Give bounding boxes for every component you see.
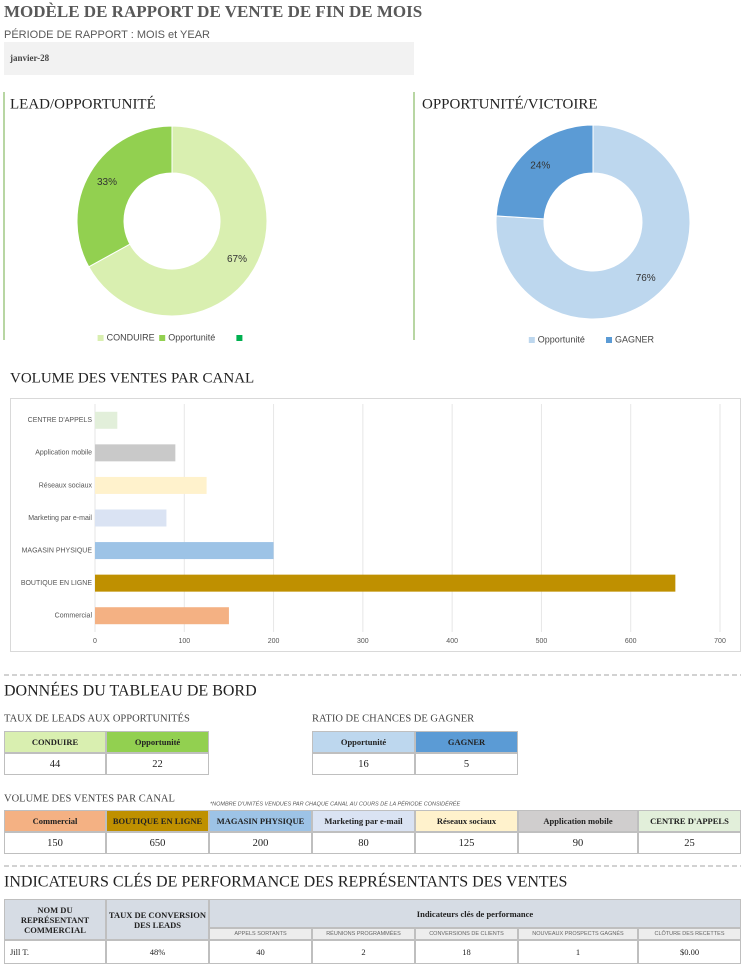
column-header: TAUX DE CONVERSION DES LEADS	[106, 899, 209, 940]
table-cell: 48%	[106, 940, 209, 964]
table-cell: 18	[415, 940, 518, 964]
column-header: Application mobile	[518, 810, 638, 832]
y-tick-label: Réseaux sociaux	[39, 482, 93, 489]
donut-segment	[88, 125, 268, 317]
sub-header: CLÔTURE DES RECETTES	[638, 928, 741, 940]
bar	[95, 444, 176, 462]
y-tick-label: Commercial	[55, 613, 93, 620]
bar	[95, 476, 207, 494]
donut-segment	[76, 125, 173, 268]
section-title: DONNÉES DU TABLEAU DE BORD	[4, 681, 257, 700]
x-tick-label: 600	[625, 638, 637, 645]
column-header: BOUTIQUE EN LIGNE	[106, 810, 209, 832]
legend-label: CONDUIRE	[107, 332, 155, 342]
x-tick-label: 400	[446, 638, 458, 645]
table-cell: Jill T.	[4, 940, 106, 964]
section-title: INDICATEURS CLÉS DE PERFORMANCE DES REPR…	[4, 872, 567, 891]
table-cell: $0.00	[638, 940, 741, 964]
column-header: CONDUIRE	[4, 731, 106, 753]
table-title: TAUX DE LEADS AUX OPPORTUNITÉS	[4, 712, 190, 724]
table-cell: 25	[638, 832, 741, 854]
chart-title: LEAD/OPPORTUNITÉ	[10, 95, 156, 112]
plot-frame	[10, 398, 741, 652]
column-header: CENTRE D'APPELS	[638, 810, 741, 832]
x-tick-label: 300	[357, 638, 369, 645]
table-note: *NOMBRE D'UNITÉS VENDUES PAR CHAQUE CANA…	[210, 800, 460, 807]
table-cell: 22	[106, 753, 209, 775]
bar	[95, 607, 229, 625]
table-cell: 2	[312, 940, 415, 964]
x-tick-label: 0	[93, 638, 97, 645]
table-cell: 150	[4, 832, 106, 854]
table-title: VOLUME DES VENTES PAR CANAL	[4, 793, 175, 804]
table-cell: 16	[312, 753, 415, 775]
column-header: GAGNER	[415, 731, 518, 753]
legend-label: Opportunité	[538, 334, 585, 344]
x-tick-label: 500	[536, 638, 548, 645]
column-header: NOM DU REPRÉSENTANT COMMERCIAL	[4, 899, 106, 940]
y-tick-label: Marketing par e-mail	[28, 515, 92, 522]
y-tick-label: CENTRE D'APPELS	[28, 417, 93, 424]
legend-swatch	[97, 335, 104, 341]
y-tick-label: Application mobile	[35, 450, 92, 457]
column-header: Opportunité	[312, 731, 415, 753]
data-label: 33%	[97, 177, 117, 188]
table-cell: 90	[518, 832, 638, 854]
period-box	[4, 42, 414, 75]
data-label: 24%	[530, 161, 550, 172]
sub-header: CONVERSIONS DE CLIENTS	[415, 928, 518, 940]
x-tick-label: 700	[714, 638, 726, 645]
table-cell: 44	[4, 753, 106, 775]
column-header: Marketing par e-mail	[312, 810, 415, 832]
donut-segment	[495, 124, 594, 220]
x-tick-label: 200	[268, 638, 280, 645]
y-tick-label: MAGASIN PHYSIQUE	[22, 547, 93, 554]
table-cell: 80	[312, 832, 415, 854]
page-title: MODÈLE DE RAPPORT DE VENTE DE FIN DE MOI…	[4, 2, 422, 21]
period: janvier-28	[9, 53, 50, 63]
group-header: Indicateurs clés de performance	[209, 899, 741, 928]
donut-segment	[495, 124, 691, 320]
legend-label: Opportunité	[168, 332, 215, 342]
sub-header: RÉUNIONS PROGRAMMÉES	[312, 928, 415, 940]
legend-label: GAGNER	[615, 334, 655, 344]
column-header: Réseaux sociaux	[415, 810, 518, 832]
column-header: Opportunité	[106, 731, 209, 753]
data-label: 76%	[636, 273, 656, 284]
table-cell: 200	[209, 832, 312, 854]
sub-header: NOUVEAUX PROSPECTS GAGNÉS	[518, 928, 638, 940]
bar	[95, 574, 676, 592]
subtitle: PÉRIODE DE RAPPORT : MOIS et YEAR	[4, 28, 210, 41]
table-cell: 125	[415, 832, 518, 854]
legend-swatch	[606, 337, 612, 343]
legend-swatch	[528, 337, 535, 343]
data-label: 67%	[227, 254, 247, 265]
bar	[95, 411, 118, 429]
bar	[95, 509, 167, 527]
table-cell: 650	[106, 832, 209, 854]
y-tick-label: BOUTIQUE EN LIGNE	[21, 580, 93, 587]
table-cell: 40	[209, 940, 312, 964]
x-tick-label: 100	[178, 638, 190, 645]
table-title: RATIO DE CHANCES DE GAGNER	[312, 713, 474, 724]
table-cell: 5	[415, 753, 518, 775]
chart-title: VOLUME DES VENTES PAR CANAL	[10, 370, 254, 386]
chart-title: OPPORTUNITÉ/VICTOIRE	[422, 95, 598, 112]
column-header: Commercial	[4, 810, 106, 832]
bar	[95, 542, 274, 560]
column-header: MAGASIN PHYSIQUE	[209, 810, 312, 832]
legend-swatch	[236, 335, 243, 341]
sub-header: APPELS SORTANTS	[209, 928, 312, 940]
legend-swatch	[159, 335, 166, 341]
table-cell: 1	[518, 940, 638, 964]
